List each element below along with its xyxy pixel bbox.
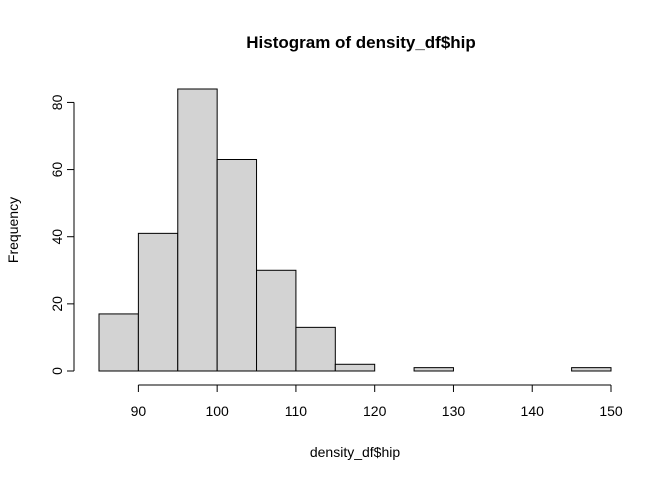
x-tick-label-110: 110 bbox=[285, 403, 308, 419]
histogram-bar-110-115 bbox=[295, 326, 336, 372]
y-tick-label-40: 40 bbox=[49, 229, 65, 245]
x-tick-label-100: 100 bbox=[205, 403, 229, 419]
bars-group bbox=[98, 88, 612, 372]
y-tick-label-60: 60 bbox=[49, 162, 65, 178]
histogram-bar-100-105 bbox=[216, 159, 258, 372]
x-tick-label-150: 150 bbox=[599, 403, 623, 419]
histogram-bar-115-120 bbox=[334, 363, 376, 372]
x-tick-label-140: 140 bbox=[521, 403, 545, 419]
x-tick-label-120: 120 bbox=[363, 403, 387, 419]
histogram-bar-105-110 bbox=[256, 269, 297, 372]
y-tick-label-0: 0 bbox=[49, 367, 65, 375]
x-axis: 90 100 110 120 130 140 150 bbox=[131, 384, 623, 419]
y-tick-label-20: 20 bbox=[49, 296, 65, 312]
x-axis-label: density_df$hip bbox=[310, 444, 401, 460]
y-axis: 0 20 40 60 80 bbox=[49, 94, 75, 375]
x-tick-label-130: 130 bbox=[442, 403, 466, 419]
histogram-bar-95-100 bbox=[177, 88, 218, 372]
histogram-bar-85-90 bbox=[98, 313, 139, 372]
chart-title: Histogram of density_df$hip bbox=[246, 33, 476, 52]
x-tick-label-90: 90 bbox=[131, 403, 147, 419]
y-tick-label-80: 80 bbox=[49, 94, 65, 110]
histogram-bar-125-130 bbox=[413, 367, 454, 372]
histogram-bar-90-95 bbox=[137, 232, 179, 372]
y-axis-label: Frequency bbox=[5, 197, 21, 263]
histogram-bar-145-150 bbox=[571, 367, 612, 372]
